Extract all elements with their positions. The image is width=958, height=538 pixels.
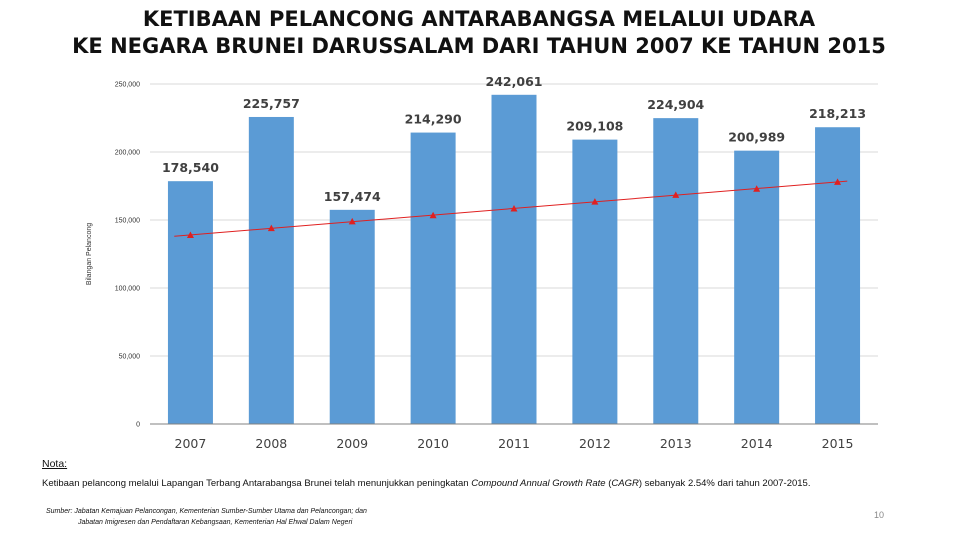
x-tick-label: 2010 [417, 436, 449, 451]
y-tick-label: 100,000 [115, 286, 140, 293]
note-text-italic: Compound Annual Growth Rate [471, 478, 606, 489]
bar [491, 94, 537, 424]
chart-title: KETIBAAN PELANCONG ANTARABANGSA MELALUI … [0, 6, 958, 60]
x-tick-label: 2009 [336, 436, 368, 451]
y-axis-title: Bilangan Pelancong [86, 223, 93, 285]
note-text-before: Ketibaan pelancong melalui Lapangan Terb… [42, 478, 472, 489]
trend-line [174, 180, 848, 237]
page-number: 10 [874, 510, 885, 520]
x-tick-label: 2014 [741, 436, 773, 451]
data-label: 214,290 [405, 112, 462, 127]
note-text: Ketibaan pelancong melalui Lapangan Terb… [42, 478, 810, 489]
y-tick-label: 0 [136, 422, 140, 429]
source-note: Sumber: Jabatan Kemajuan Pelancongan, Ke… [46, 506, 367, 528]
note-heading: Nota: [42, 458, 68, 470]
trend-marker [591, 198, 599, 205]
data-label: 218,213 [809, 106, 866, 121]
data-label: 200,989 [728, 130, 785, 145]
trend-marker [348, 217, 356, 225]
bar [572, 139, 618, 425]
data-label: 157,474 [324, 189, 381, 204]
data-label: 242,061 [486, 74, 543, 89]
x-tick-label: 2012 [579, 436, 611, 451]
bar [410, 132, 456, 424]
trend-marker [429, 211, 437, 219]
data-label: 224,904 [647, 97, 704, 112]
bar [329, 209, 375, 424]
data-label: 178,540 [162, 160, 219, 175]
trend-marker [672, 191, 680, 198]
y-tick-label: 50,000 [119, 354, 141, 361]
source-line-1: Sumber: Jabatan Kemajuan Pelancongan, Ke… [46, 508, 367, 515]
trend-marker [753, 185, 761, 192]
bar [248, 116, 294, 424]
x-tick-label: 2013 [660, 436, 692, 451]
y-tick-label: 150,000 [115, 218, 140, 225]
bar [734, 150, 780, 424]
trend-marker [834, 178, 842, 185]
title-line-2: KE NEGARA BRUNEI DARUSSALAM DARI TAHUN 2… [72, 34, 886, 58]
x-tick-label: 2015 [822, 436, 854, 451]
title-line-1: KETIBAAN PELANCONG ANTARABANGSA MELALUI … [142, 7, 816, 31]
trend-marker [267, 224, 275, 232]
x-tick-label: 2011 [498, 436, 530, 451]
x-tick-label: 2008 [255, 436, 287, 451]
bar [815, 127, 861, 425]
bar [167, 181, 213, 424]
data-label: 225,757 [243, 96, 300, 111]
source-line-2: Jabatan Imigresen dan Pendaftaran Kebang… [78, 519, 353, 526]
note-text-after: ) sebanyak 2.54% dari tahun 2007-2015. [638, 478, 811, 489]
y-tick-label: 200,000 [115, 150, 140, 157]
data-label: 209,108 [566, 119, 623, 134]
bar [653, 118, 699, 425]
x-tick-label: 2007 [175, 436, 207, 451]
note-text-paren: ( [605, 478, 612, 489]
y-tick-label: 250,000 [115, 82, 140, 89]
note-text-abbr: CAGR [611, 478, 639, 489]
trend-marker [186, 231, 194, 238]
trend-marker [510, 204, 518, 212]
